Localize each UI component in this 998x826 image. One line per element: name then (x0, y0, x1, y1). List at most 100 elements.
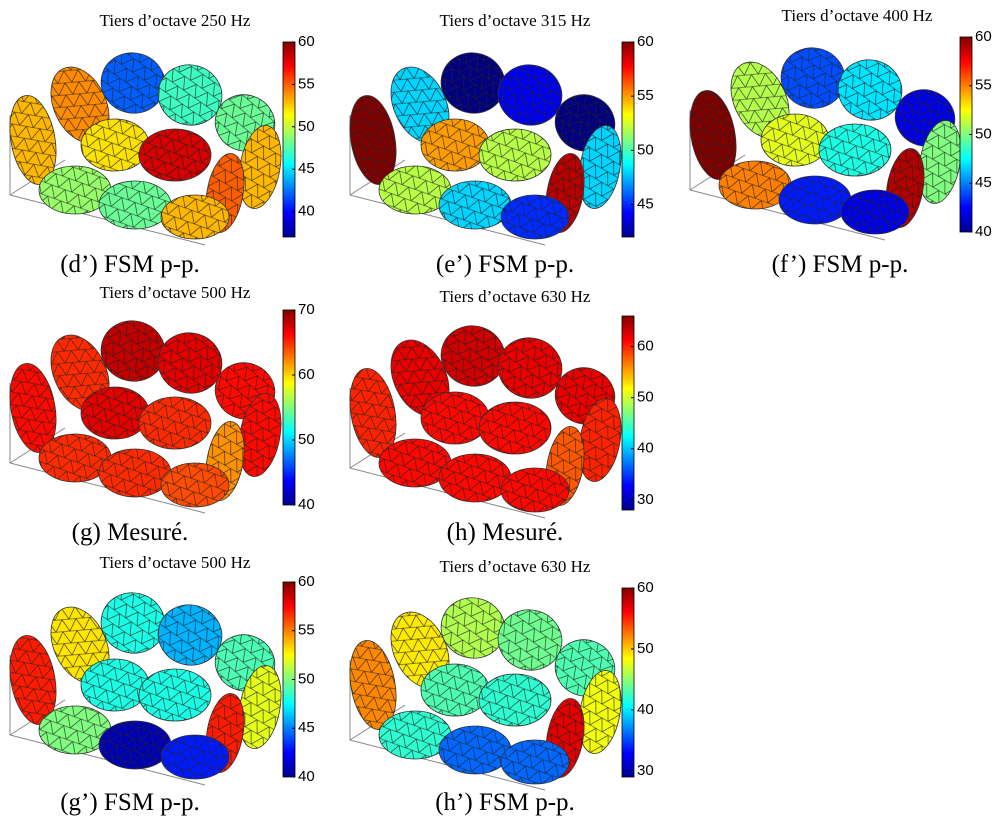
mesh (99, 449, 171, 497)
mesh (161, 463, 229, 507)
mesh (841, 190, 909, 234)
colorbar-tick-label: 40 (298, 768, 315, 785)
panel-title: Tiers d’octave 500 Hz (100, 553, 251, 572)
mesh (158, 604, 222, 666)
mesh (349, 368, 397, 458)
colorbar-tick-label: 45 (637, 195, 654, 212)
colorbar-tick-label: 50 (637, 141, 654, 158)
mesh (39, 166, 111, 214)
colorbar-tick-label: 60 (637, 579, 654, 596)
surface-plot (349, 597, 622, 791)
mesh (689, 90, 737, 180)
panel-caption: (g’) FSM p-p. (60, 789, 200, 816)
colorbar-tick-label: 40 (975, 223, 992, 240)
panel-caption: (d’) FSM p-p. (60, 251, 200, 278)
mesh (349, 95, 397, 185)
surface-plot (349, 325, 622, 519)
mesh (158, 64, 222, 126)
colorbar-tick-label: 50 (637, 640, 654, 657)
mesh (441, 597, 505, 659)
mesh (9, 95, 57, 185)
panel-title: Tiers d’octave 250 Hz (100, 11, 251, 30)
colorbar-tick-label: 40 (637, 701, 654, 718)
mesh (139, 669, 211, 721)
mesh (9, 635, 57, 725)
colorbar-tick-label: 30 (637, 491, 654, 508)
colorbar-tick-label: 50 (975, 125, 992, 142)
mesh (479, 129, 551, 181)
colorbar-tick-label: 40 (298, 496, 315, 513)
colorbar (621, 315, 635, 511)
mesh (479, 402, 551, 454)
colorbar (621, 587, 635, 778)
mesh (139, 129, 211, 181)
mesh (81, 119, 149, 171)
colorbar-tick-label: 60 (637, 338, 654, 355)
mesh (439, 181, 511, 229)
mesh (9, 363, 57, 453)
mesh (779, 176, 851, 224)
colorbar-tick-label: 55 (637, 87, 654, 104)
colorbar-tick-label: 60 (298, 366, 315, 383)
mesh (719, 161, 791, 209)
colorbar-tick-label: 50 (298, 431, 315, 448)
mesh (379, 166, 451, 214)
mesh (578, 125, 622, 209)
mesh (99, 721, 171, 769)
colorbar (621, 41, 635, 238)
panel-caption: (h) Mesuré. (447, 519, 564, 546)
colorbar-tick-label: 55 (298, 622, 315, 639)
panel-title: Tiers d’octave 630 Hz (440, 557, 591, 576)
mesh (761, 114, 829, 166)
colorbar-tick-label: 45 (298, 719, 315, 736)
panel-caption: (e’) FSM p-p. (436, 251, 574, 278)
colorbar-tick-label: 40 (637, 440, 654, 457)
mesh (39, 434, 111, 482)
mesh (139, 397, 211, 449)
colorbar-tick-label: 55 (298, 75, 315, 92)
mesh (101, 592, 165, 654)
mesh (161, 195, 229, 239)
colorbar-tick-label: 45 (298, 160, 315, 177)
mesh (441, 52, 505, 114)
mesh (101, 320, 165, 382)
panel-title: Tiers d’octave 315 Hz (440, 11, 591, 30)
colorbar-tick-label: 50 (298, 670, 315, 687)
mesh (158, 332, 222, 394)
mesh (238, 665, 282, 749)
panel-title: Tiers d’octave 630 Hz (440, 287, 591, 306)
colorbar-tick-label: 60 (975, 28, 992, 45)
mesh (238, 125, 282, 209)
surface-plot (689, 47, 962, 241)
panel-title: Tiers d’octave 500 Hz (100, 283, 251, 302)
mesh (441, 325, 505, 387)
mesh (99, 181, 171, 229)
mesh (578, 670, 622, 754)
mesh (578, 398, 622, 482)
mesh (781, 47, 845, 109)
colorbar-tick-label: 45 (975, 174, 992, 191)
mesh (379, 711, 451, 759)
mesh (501, 195, 569, 239)
mesh (81, 387, 149, 439)
surface-plot (9, 320, 282, 514)
colorbar (282, 41, 296, 238)
mesh (498, 609, 562, 671)
colorbar-tick-label: 60 (298, 573, 315, 590)
mesh (161, 735, 229, 779)
colorbar (282, 309, 296, 506)
panel-caption: (h’) FSM p-p. (435, 789, 575, 816)
mesh (39, 706, 111, 754)
panel-caption: (g) Mesuré. (72, 519, 189, 546)
mesh (439, 726, 511, 774)
colorbar-tick-label: 30 (637, 762, 654, 779)
surface-plot (9, 52, 282, 246)
mesh (479, 674, 551, 726)
colorbar-tick-label: 50 (637, 389, 654, 406)
mesh (421, 664, 489, 716)
mesh (918, 120, 962, 204)
mesh (379, 439, 451, 487)
colorbar-tick-label: 40 (298, 203, 315, 220)
mesh (501, 740, 569, 784)
